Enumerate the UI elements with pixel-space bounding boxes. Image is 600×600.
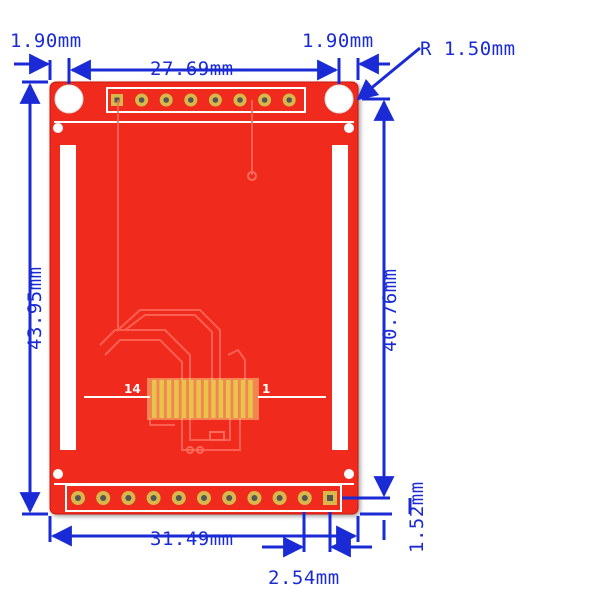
label-board-height: 43.95mm [24, 266, 46, 350]
trace-via [247, 171, 257, 181]
bottom-header-pins [71, 491, 337, 505]
fpc-contact [240, 380, 246, 418]
fpc-area [147, 378, 259, 420]
bottom-pin-hole [327, 495, 333, 501]
small-hole-tr [344, 123, 354, 133]
small-hole-br [344, 469, 354, 479]
label-hole-height: 40.76mm [379, 268, 401, 352]
dimension-lines [14, 46, 421, 558]
fpc-contacts [152, 380, 253, 418]
fpc-contact [159, 380, 164, 418]
fpc-contact [211, 380, 216, 418]
bottom-header-outline [65, 484, 342, 512]
bottom-pin-hole [226, 495, 233, 501]
fpc-contact [174, 380, 179, 418]
dimension-labels: 1.90mm 27.69mm 1.90mm R 1.50mm 43.95mm 4… [10, 30, 516, 589]
trace-via-2 [186, 446, 194, 454]
bottom-pin-hole [100, 495, 107, 501]
fpc-contact [189, 380, 194, 418]
label-header-offset: 1.52mm [406, 481, 428, 553]
dim-radius-leader [356, 46, 421, 101]
small-hole-tl [53, 123, 63, 133]
fpc-contact [196, 380, 201, 418]
label-left-margin: 1.90mm [10, 30, 82, 52]
pin-label-1: 1 [262, 382, 270, 396]
top-pin-hole [212, 97, 219, 103]
label-hole-radius: R 1.50mm [420, 38, 516, 60]
top-pin-hole [237, 97, 243, 103]
fpc-contact [203, 380, 209, 418]
lcd-strip-left [60, 145, 76, 450]
fpc-contact [181, 380, 187, 418]
fpc-contact [166, 380, 172, 418]
bottom-pin-hole [75, 495, 81, 501]
top-pin-hole [188, 97, 194, 103]
mounting-hole-top-right [324, 84, 354, 114]
top-header-outline [106, 87, 306, 113]
bottom-pin-hole [150, 495, 157, 501]
fpc-contact [218, 380, 224, 418]
fpc-contact [152, 380, 157, 418]
label-right-margin: 1.90mm [302, 30, 374, 52]
top-pin-hole [163, 97, 169, 103]
top-header-pins [111, 93, 296, 107]
bottom-pin-hole [251, 495, 258, 501]
fpc-contact [233, 380, 238, 418]
mounting-hole-top-left [54, 84, 84, 114]
bottom-pin-hole [125, 495, 132, 501]
top-pin-hole [261, 97, 268, 103]
pcb-board: 14 1 [49, 81, 359, 515]
label-board-width: 31.49mm [150, 528, 234, 550]
bottom-pin-hole [175, 495, 182, 501]
trace-pad [209, 431, 225, 441]
bottom-pin-hole [301, 495, 308, 501]
board-outline [49, 81, 359, 515]
label-pin-pitch: 2.54mm [268, 567, 340, 589]
fpc-contact [248, 380, 253, 418]
label-hole-spacing: 27.69mm [150, 58, 234, 80]
trace-via-3 [196, 446, 204, 454]
bottom-pin-hole [201, 495, 207, 501]
pin-label-14: 14 [124, 382, 141, 396]
top-pin-hole [286, 97, 293, 103]
fpc-contact [226, 380, 231, 418]
top-pin-hole [138, 97, 145, 103]
bottom-pin-hole [276, 495, 283, 501]
small-hole-bl [53, 469, 63, 479]
lcd-strip-right [332, 145, 348, 450]
